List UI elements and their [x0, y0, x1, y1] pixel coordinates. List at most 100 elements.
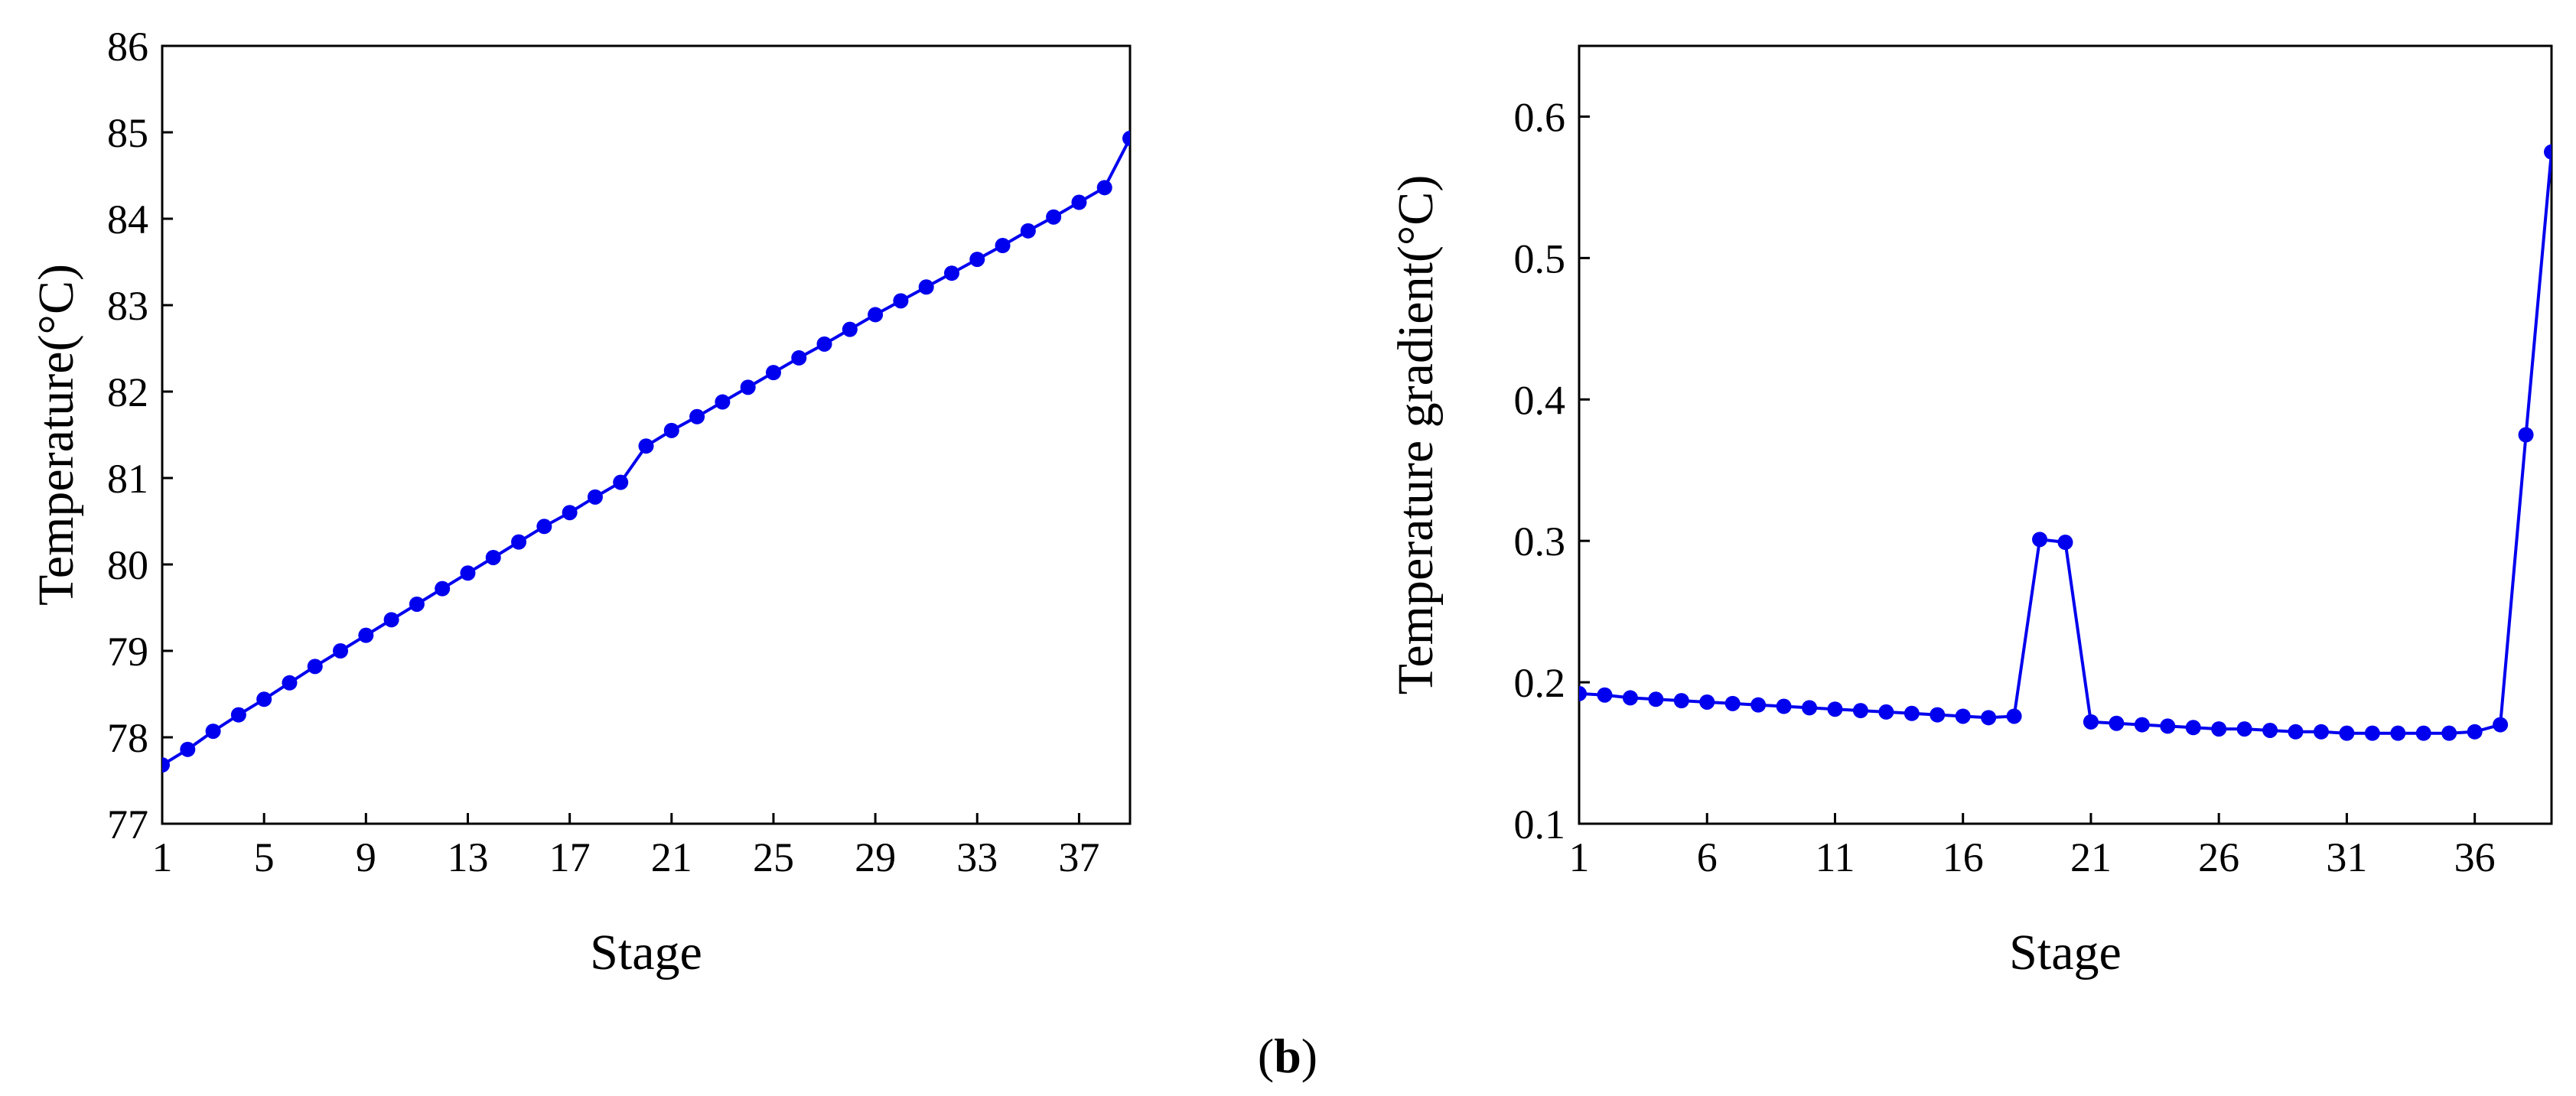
data-point [1122, 130, 1130, 146]
y-tick-label: 0.5 [1514, 236, 1566, 281]
data-point [1699, 694, 1715, 710]
data-point [307, 659, 323, 675]
data-point [1776, 698, 1792, 714]
data-point [689, 408, 705, 424]
data-point [893, 293, 909, 309]
data-point [1878, 704, 1894, 720]
data-point [740, 379, 756, 395]
data-point [638, 438, 654, 454]
y-tick-label: 79 [107, 629, 148, 675]
data-point [2364, 725, 2380, 741]
y-tick-label: 77 [107, 802, 148, 847]
data-point [2467, 724, 2483, 740]
data-point [1904, 705, 1920, 721]
data-point [162, 757, 170, 773]
data-point [409, 596, 425, 612]
data-point [943, 265, 959, 281]
data-point [333, 643, 349, 659]
data-point [256, 691, 272, 707]
data-point [1622, 690, 1638, 706]
x-tick-label: 11 [1815, 834, 1855, 880]
data-point [383, 612, 399, 628]
data-point [2109, 715, 2125, 731]
data-point [587, 489, 603, 505]
data-point [1955, 708, 1971, 724]
data-point [1597, 687, 1613, 703]
data-point [663, 422, 679, 438]
y-tick-label: 83 [107, 283, 148, 329]
x-tick-label: 33 [956, 834, 998, 880]
data-point [765, 365, 781, 381]
data-point [485, 549, 501, 565]
data-point [816, 336, 832, 352]
y-tick-label: 80 [107, 542, 148, 588]
data-point [1046, 209, 1062, 225]
y-tick-label: 82 [107, 369, 148, 415]
y-axis-title: Temperature(°C) [28, 264, 84, 606]
x-tick-label: 16 [1943, 834, 1984, 880]
x-tick-label: 37 [1058, 834, 1099, 880]
data-point [2032, 532, 2048, 548]
data-point [2211, 721, 2227, 737]
plot-frame [161, 44, 1132, 825]
data-point [2441, 725, 2457, 741]
data-point [205, 724, 221, 740]
data-point [715, 394, 731, 410]
y-tick-label: 0.1 [1514, 802, 1566, 847]
data-point [1020, 223, 1036, 239]
data-point [2160, 718, 2176, 734]
y-tick-label: 0.4 [1514, 377, 1566, 423]
y-tick-label: 0.3 [1514, 519, 1566, 564]
data-point [1827, 701, 1843, 717]
data-point [2390, 725, 2406, 741]
data-point [1648, 691, 1664, 707]
data-point [2415, 725, 2431, 741]
x-tick-label: 5 [254, 834, 275, 880]
data-point [918, 279, 934, 295]
x-tick-label: 31 [2326, 834, 2367, 880]
x-tick-label: 29 [855, 834, 896, 880]
data-point [868, 307, 884, 323]
data-point [613, 474, 629, 490]
data-point [1981, 710, 1997, 726]
x-tick-label: 6 [1697, 834, 1718, 880]
data-point [2185, 720, 2201, 736]
data-point [2134, 717, 2150, 733]
data-point [1579, 685, 1587, 701]
data-point [791, 350, 807, 366]
x-tick-label: 1 [152, 834, 173, 880]
data-point [435, 581, 451, 597]
series-line [1579, 151, 2552, 735]
data-point [1724, 695, 1741, 711]
data-point [995, 238, 1011, 254]
data-point [536, 519, 552, 535]
data-point [230, 707, 246, 723]
y-tick-label: 0.2 [1514, 660, 1566, 706]
data-point [2006, 708, 2022, 724]
x-tick-label: 9 [356, 834, 376, 880]
x-tick-label: 17 [549, 834, 591, 880]
data-point [358, 627, 374, 643]
data-point [969, 252, 985, 268]
data-point [2288, 724, 2304, 740]
y-axis-title: Temperature gradient(°C) [1388, 175, 1444, 695]
data-point [1096, 180, 1112, 196]
data-point [2057, 535, 2073, 551]
y-tick-label: 84 [107, 197, 148, 242]
x-axis-title: Stage [2009, 925, 2122, 981]
data-point [2083, 714, 2099, 730]
data-point [2262, 722, 2278, 738]
data-point [460, 565, 476, 581]
series-temperature [162, 130, 1130, 773]
data-point [2339, 725, 2355, 741]
y-tick-label: 0.6 [1514, 94, 1566, 140]
data-point [1673, 693, 1689, 709]
data-point [180, 741, 196, 757]
data-point [1802, 700, 1818, 716]
figure-caption: (b) [1258, 1029, 1317, 1083]
temperature-gradient-chart: 1 6 11 16 21 26 31 360.10.20.30.40.50.6StageTem… [1388, 44, 2553, 981]
x-tick-label: 21 [651, 834, 692, 880]
x-axis-title: Stage [590, 925, 702, 981]
x-tick-label: 1 [1569, 834, 1590, 880]
